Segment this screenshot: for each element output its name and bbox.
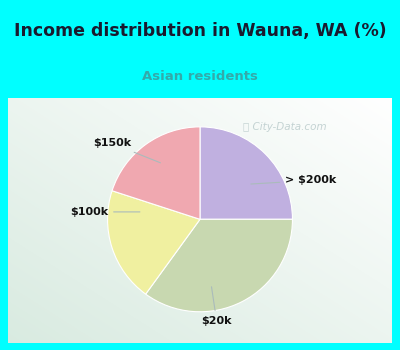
Text: $20k: $20k [201,287,232,326]
Wedge shape [146,219,292,312]
Text: Income distribution in Wauna, WA (%): Income distribution in Wauna, WA (%) [14,22,386,40]
Wedge shape [200,127,292,219]
Wedge shape [108,191,200,294]
Wedge shape [112,127,200,219]
Text: $150k: $150k [93,139,160,163]
Text: > $200k: > $200k [251,175,336,186]
Text: ⓘ City-Data.com: ⓘ City-Data.com [243,122,326,132]
Text: Asian residents: Asian residents [142,70,258,83]
Text: $100k: $100k [70,207,140,217]
